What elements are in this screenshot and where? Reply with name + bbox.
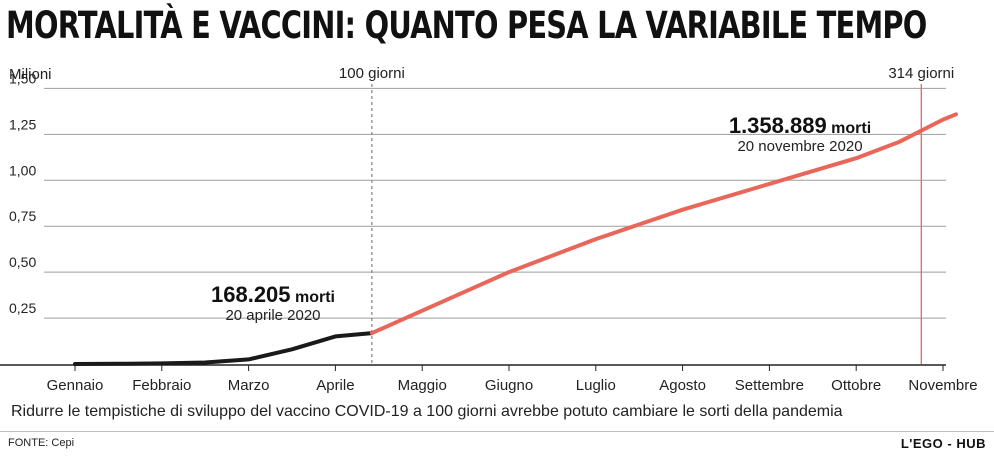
x-tick-label: Maggio	[398, 377, 447, 394]
event-marker-label: 100 giorni	[339, 65, 405, 82]
series-lines	[73, 112, 958, 366]
y-tick-label: 1,25	[9, 116, 36, 132]
x-tick-label: Luglio	[576, 377, 616, 394]
footer-divider	[0, 431, 994, 432]
x-tick-label: Settembre	[735, 377, 804, 394]
x-tick-label: Marzo	[228, 377, 270, 394]
event-marker-label: 314 giorni	[888, 65, 954, 82]
data-annotation-date: 20 aprile 2020	[225, 307, 320, 324]
y-axis-label: Milioni	[9, 66, 52, 83]
x-tick-label: Febbraio	[132, 377, 191, 394]
y-tick-label: 0,75	[9, 208, 36, 224]
x-tick-label: Agosto	[659, 377, 706, 394]
chart-caption: Ridurre le tempistiche di sviluppo del v…	[11, 403, 843, 420]
y-tick-label: 0,25	[9, 300, 36, 316]
line-chart: Milioni 0,25 0,50 0,75 1,00 1,25 1,50 Gennaio Fe…	[0, 65, 978, 394]
brand-logo: L'EGO - HUB	[900, 436, 986, 451]
source-note: FONTE: Cepi	[8, 437, 75, 449]
data-annotation-date: 20 novembre 2020	[737, 138, 862, 155]
data-annotation-value: 168.205 morti	[211, 282, 335, 307]
page-title: MORTALITÀ E VACCINI: QUANTO PESA LA VARI…	[6, 4, 927, 47]
series-line	[73, 331, 374, 366]
grid	[0, 87, 946, 371]
series-line	[369, 112, 958, 336]
x-tick-label: Ottobre	[831, 377, 881, 394]
x-tick-label: Gennaio	[47, 377, 104, 394]
labels: Milioni 0,25 0,50 0,75 1,00 1,25 1,50 Gennaio Fe…	[9, 65, 978, 394]
x-tick-label: Giugno	[485, 377, 533, 394]
data-annotation-value: 1.358.889 morti	[729, 113, 871, 138]
y-tick-label: 0,50	[9, 254, 36, 270]
x-tick-label: Aprile	[316, 377, 354, 394]
y-tick-label: 1,50	[9, 70, 36, 86]
y-tick-label: 1,00	[9, 162, 36, 178]
x-tick-label: Novembre	[908, 377, 977, 394]
